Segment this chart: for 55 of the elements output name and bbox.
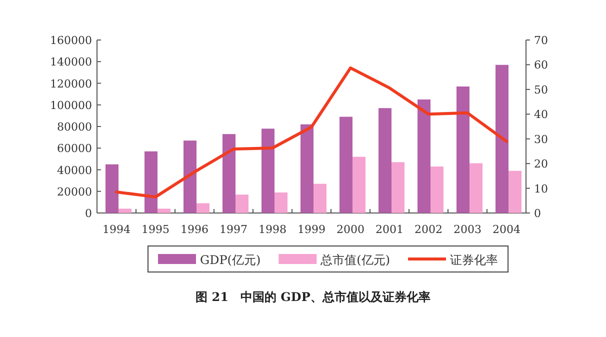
bar <box>236 194 248 213</box>
bar <box>314 184 326 213</box>
bar <box>470 163 482 213</box>
y2-tick-label: 60 <box>534 58 548 72</box>
bar <box>184 140 196 213</box>
y-tick-label: 20000 <box>57 185 92 198</box>
bar <box>274 192 288 213</box>
line-series <box>115 66 508 198</box>
x-tick-label: 2002 <box>414 223 442 236</box>
y2-tick-label: 10 <box>534 182 548 196</box>
y2-tick-label: 40 <box>534 108 548 122</box>
bar <box>300 124 314 213</box>
bar <box>118 208 132 213</box>
y-tick-label: 100000 <box>50 98 92 112</box>
bar <box>106 164 118 213</box>
x-tick-label: 2004 <box>492 223 520 236</box>
bar <box>430 166 444 213</box>
bar <box>456 86 470 213</box>
bar <box>262 128 274 213</box>
y2-tick-label: 70 <box>534 34 548 47</box>
x-tick-label: 1995 <box>142 223 170 236</box>
x-tick-label: 1999 <box>298 223 326 236</box>
bar <box>508 170 522 213</box>
bar <box>418 99 430 213</box>
x-tick-label: 2003 <box>454 223 482 236</box>
x-tick-label: 1998 <box>258 223 286 236</box>
legend-label: GDP(亿元) <box>200 253 261 267</box>
x-tick-label: 2000 <box>336 223 364 236</box>
y-tick-label: 60000 <box>57 142 92 156</box>
x-tick-label: 1996 <box>180 223 208 236</box>
x-tick-label: 1997 <box>220 223 248 236</box>
bar <box>196 203 210 213</box>
bar <box>222 134 236 213</box>
y-tick-label: 80000 <box>57 120 92 134</box>
legend-label: 证券化率 <box>450 253 498 267</box>
text: 图 21 中国的 GDP、总市值以及证券化率 <box>196 290 430 304</box>
y-tick-label: 0 <box>85 207 92 220</box>
bar <box>340 116 352 213</box>
bar <box>158 208 170 213</box>
y2-tick-label: 50 <box>534 83 548 96</box>
x-tick-label: 2001 <box>376 223 404 236</box>
y-tick-label: 160000 <box>50 34 92 47</box>
bar <box>144 151 158 213</box>
y-tick-label: 40000 <box>57 164 92 177</box>
bar <box>496 64 508 213</box>
y2-tick-label: 0 <box>534 207 541 220</box>
x-tick-label: 1994 <box>102 223 130 236</box>
y2-tick-label: 30 <box>534 132 548 146</box>
legend-label: 总市值(亿元) <box>320 253 390 267</box>
y-tick-label: 140000 <box>50 56 92 69</box>
bar <box>352 156 366 213</box>
y-tick-label: 120000 <box>50 77 92 90</box>
y2-tick-label: 20 <box>534 158 548 171</box>
bar <box>392 162 404 213</box>
bar <box>378 108 392 213</box>
